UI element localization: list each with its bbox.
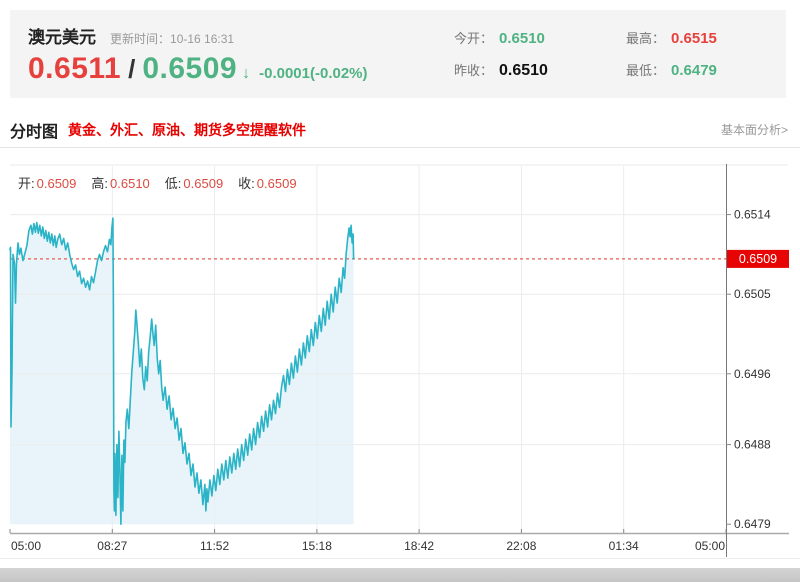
bid-price: 0.6511 bbox=[28, 51, 122, 85]
stat-high-label: 最高： bbox=[626, 31, 666, 46]
current-price-badge-value: 0.6509 bbox=[739, 252, 777, 266]
stat-open-today: 今开： 0.6510 bbox=[454, 28, 592, 47]
update-time: 更新时间：10-16 16:31 bbox=[110, 30, 234, 47]
y-axis-label: 0.6496 bbox=[734, 367, 771, 381]
stat-low: 最低： 0.6479 bbox=[626, 60, 764, 80]
stat-prev-close-value: 0.6510 bbox=[499, 62, 548, 79]
quote-main: 澳元美元 更新时间：10-16 16:31 0.6511 / 0.6509 ↓ … bbox=[28, 23, 368, 86]
x-axis-label: 05:00 bbox=[695, 539, 725, 553]
ohlc-close: 收: 0.6509 bbox=[238, 176, 297, 191]
ask-price: 0.6509 bbox=[142, 51, 238, 85]
series-area-fill bbox=[10, 218, 354, 525]
quote-header: 澳元美元 更新时间：10-16 16:31 0.6511 / 0.6509 ↓ … bbox=[10, 10, 786, 98]
x-axis-label: 11:52 bbox=[200, 539, 229, 553]
y-axis-label: 0.6514 bbox=[734, 208, 771, 222]
update-time-label: 更新时间： bbox=[110, 31, 171, 46]
x-axis-label: 01:34 bbox=[609, 539, 639, 553]
stat-low-label: 最低： bbox=[626, 63, 666, 78]
price-line bbox=[9, 217, 355, 525]
y-axis-label: 0.6479 bbox=[734, 517, 771, 531]
x-axis-label: 05:00 bbox=[11, 539, 41, 553]
update-time-value: 10-16 16:31 bbox=[170, 31, 235, 46]
x-axis-label: 22:08 bbox=[506, 539, 536, 553]
stat-high: 最高： 0.6515 bbox=[626, 28, 764, 47]
price-change: -0.0001(-0.02%) bbox=[259, 64, 368, 82]
stat-high-value: 0.6515 bbox=[671, 30, 717, 47]
stat-prev-close: 昨收： 0.6510 bbox=[454, 60, 592, 80]
ohlc-high: 高: 0.6510 bbox=[91, 176, 150, 191]
chart-section-header: 分时图 黄金、外汇、原油、期货多空提醒软件 基本面分析> bbox=[0, 112, 800, 148]
fundamental-analysis-link[interactable]: 基本面分析> bbox=[720, 123, 788, 137]
section-title: 分时图 bbox=[10, 123, 59, 141]
pair-name: 澳元美元 bbox=[28, 27, 96, 47]
stat-low-value: 0.6479 bbox=[671, 62, 717, 79]
y-axis-label: 0.6488 bbox=[734, 438, 771, 452]
x-axis-label: 08:27 bbox=[97, 539, 127, 553]
ohlc-legend: 开: 0.6509 高: 0.6510 低: 0.6509 收: 0.6509 bbox=[18, 173, 297, 192]
stat-open-today-value: 0.6510 bbox=[499, 30, 545, 47]
current-price-badge bbox=[727, 249, 789, 268]
ohlc-low: 低: 0.6509 bbox=[164, 176, 224, 191]
stat-open-today-label: 今开： bbox=[454, 31, 494, 46]
bottom-divider-band bbox=[0, 568, 800, 582]
price-separator: / bbox=[128, 53, 136, 84]
y-axis-label: 0.6505 bbox=[734, 287, 771, 301]
down-arrow-icon: ↓ bbox=[242, 64, 251, 82]
x-axis-label: 15:18 bbox=[302, 539, 332, 553]
quote-stats: 今开： 0.6510 最高： 0.6515 昨收： 0.6510 最低： 0.6… bbox=[454, 28, 764, 80]
chart-canvas[interactable]: 05:00 08:27 11:52 15:18 18:42 22:08 01:34 05:00… bbox=[0, 160, 800, 559]
ohlc-open: 开: 0.6509 bbox=[18, 176, 77, 191]
intraday-chart: 05:00 08:27 11:52 15:18 18:42 22:08 01:34 05:00… bbox=[0, 160, 800, 559]
x-axis-label: 18:42 bbox=[404, 539, 434, 553]
promo-link[interactable]: 黄金、外汇、原油、期货多空提醒软件 bbox=[68, 121, 307, 138]
stat-prev-close-label: 昨收： bbox=[454, 63, 494, 78]
